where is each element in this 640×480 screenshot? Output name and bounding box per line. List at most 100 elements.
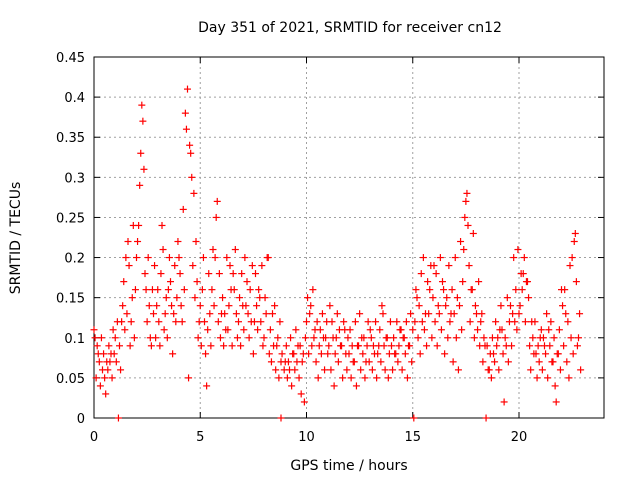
data-point (220, 342, 228, 350)
data-point (250, 318, 258, 326)
data-point (225, 302, 233, 310)
data-point (408, 358, 416, 366)
data-point (119, 302, 127, 310)
data-point (129, 221, 137, 229)
data-point (269, 310, 276, 318)
data-point (431, 318, 439, 326)
data-point (495, 366, 503, 374)
data-point (575, 334, 582, 342)
data-point (120, 278, 128, 286)
data-point (257, 318, 265, 326)
data-point (224, 326, 232, 334)
data-point (308, 342, 316, 350)
x-tick-label: 0 (90, 430, 98, 445)
data-point (321, 366, 329, 374)
data-point (465, 262, 473, 270)
data-point (548, 358, 556, 366)
data-point (486, 350, 494, 358)
data-point (577, 366, 585, 374)
x-tick-label: 10 (298, 430, 315, 445)
data-point (300, 398, 308, 406)
data-point (245, 334, 253, 342)
data-point (432, 270, 440, 278)
plot-frame (93, 56, 605, 419)
data-point (307, 302, 315, 310)
data-point (163, 334, 171, 342)
data-point (265, 350, 273, 358)
data-point (352, 382, 360, 390)
data-point (206, 310, 214, 318)
data-point (401, 350, 409, 358)
data-point (171, 262, 179, 270)
data-point (309, 286, 317, 294)
data-point (398, 366, 406, 374)
y-axis-ticks: 0 0.05 0.1 0.15 0.2 0.25 0.3 0.35 0.4 0.45 (56, 51, 604, 427)
data-point (368, 366, 376, 374)
data-point (342, 350, 350, 358)
data-point (277, 414, 285, 422)
data-point (227, 286, 235, 294)
data-point (484, 366, 492, 374)
data-point (316, 326, 324, 334)
data-point (410, 414, 418, 422)
data-point (403, 374, 411, 382)
data-point (209, 246, 217, 254)
data-point (488, 334, 496, 342)
x-tick-label: 5 (196, 430, 204, 445)
data-point (96, 382, 104, 390)
data-point (537, 326, 545, 334)
data-point (324, 350, 332, 358)
data-point (189, 262, 197, 270)
data-point (529, 334, 537, 342)
data-point (522, 278, 530, 286)
data-point (134, 238, 142, 246)
data-point (461, 213, 469, 221)
data-point (397, 326, 405, 334)
data-point (364, 318, 372, 326)
data-point (477, 318, 485, 326)
data-point (457, 238, 465, 246)
data-point (237, 342, 245, 350)
data-point (426, 286, 434, 294)
data-point (123, 310, 131, 318)
data-point (356, 310, 364, 318)
data-point (288, 382, 296, 390)
data-point (191, 294, 199, 302)
data-point (126, 342, 134, 350)
data-point (278, 350, 286, 358)
data-point (184, 85, 191, 93)
data-point (355, 342, 363, 350)
data-point (204, 326, 212, 334)
data-point (546, 342, 554, 350)
data-point (214, 318, 222, 326)
data-point (545, 326, 553, 334)
data-point (101, 374, 109, 382)
data-point (106, 358, 114, 366)
data-point (291, 366, 299, 374)
y-tick-label: 0.45 (56, 51, 85, 66)
data-point (513, 326, 521, 334)
data-point (415, 302, 423, 310)
data-point (197, 342, 205, 350)
data-point (561, 286, 569, 294)
data-point (170, 310, 178, 318)
y-tick-label: 0.4 (64, 91, 85, 106)
data-point (178, 318, 186, 326)
data-point (263, 254, 271, 262)
data-point (389, 366, 397, 374)
data-point (360, 334, 368, 342)
data-point (330, 382, 338, 390)
data-point (343, 366, 351, 374)
data-point (305, 350, 313, 358)
data-point (393, 318, 401, 326)
data-point (244, 310, 252, 318)
data-point (253, 302, 261, 310)
grid-lines (94, 57, 604, 418)
data-point (318, 310, 326, 318)
data-point (456, 302, 463, 310)
data-point (380, 342, 388, 350)
data-point (215, 270, 223, 278)
data-point (152, 334, 160, 342)
data-point (496, 326, 504, 334)
data-point (544, 374, 552, 382)
